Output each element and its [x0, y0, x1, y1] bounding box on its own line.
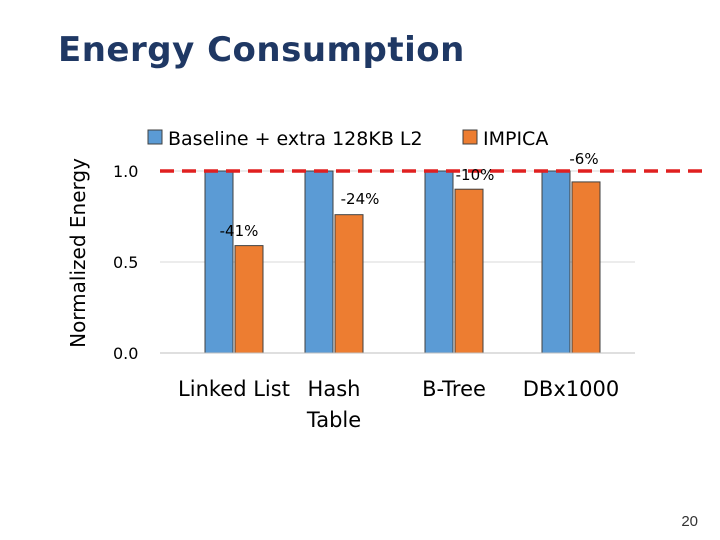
legend-label: IMPICA	[483, 128, 548, 150]
slide-title: Energy Consumption	[58, 30, 465, 70]
x-category-label: Linked List	[178, 377, 290, 401]
y-tick-label: 1.0	[113, 162, 138, 181]
page-number: 20	[681, 513, 698, 530]
axis: 0.0 0.5 1.0 Linked List Hash Table B-Tree DBx10…	[113, 162, 635, 432]
baseline-bar	[424, 170, 454, 354]
change-annotation: -41%	[220, 222, 259, 240]
baseline-bar	[541, 170, 571, 354]
impica-bar	[234, 245, 264, 354]
bars	[204, 170, 601, 354]
x-category-label-part: Table	[306, 408, 361, 432]
impica-bar	[571, 181, 601, 354]
x-category-label: Hash Table	[306, 377, 361, 432]
baseline-bar	[304, 170, 334, 354]
change-annotation: -6%	[569, 150, 598, 168]
legend-swatch	[462, 129, 478, 145]
y-tick-label: 0.5	[113, 253, 138, 272]
x-category-label: B-Tree	[422, 377, 486, 401]
x-category-label: DBx1000	[523, 377, 619, 401]
legend-swatch	[147, 129, 163, 145]
change-annotation: -24%	[341, 190, 380, 208]
impica-bar	[454, 188, 484, 354]
legend-label: Baseline + extra 128KB L2	[168, 128, 423, 150]
change-annotation: -10%	[456, 166, 495, 184]
x-category-label-part: Hash	[308, 377, 361, 401]
y-tick-label: 0.0	[113, 344, 138, 363]
baseline-bar	[204, 170, 234, 354]
impica-bar	[334, 214, 364, 354]
legend: Baseline + extra 128KB L2 IMPICA	[147, 128, 548, 150]
annotations: -41% -24% -10% -6%	[220, 150, 599, 240]
y-axis-label: Normalized Energy	[66, 158, 90, 348]
